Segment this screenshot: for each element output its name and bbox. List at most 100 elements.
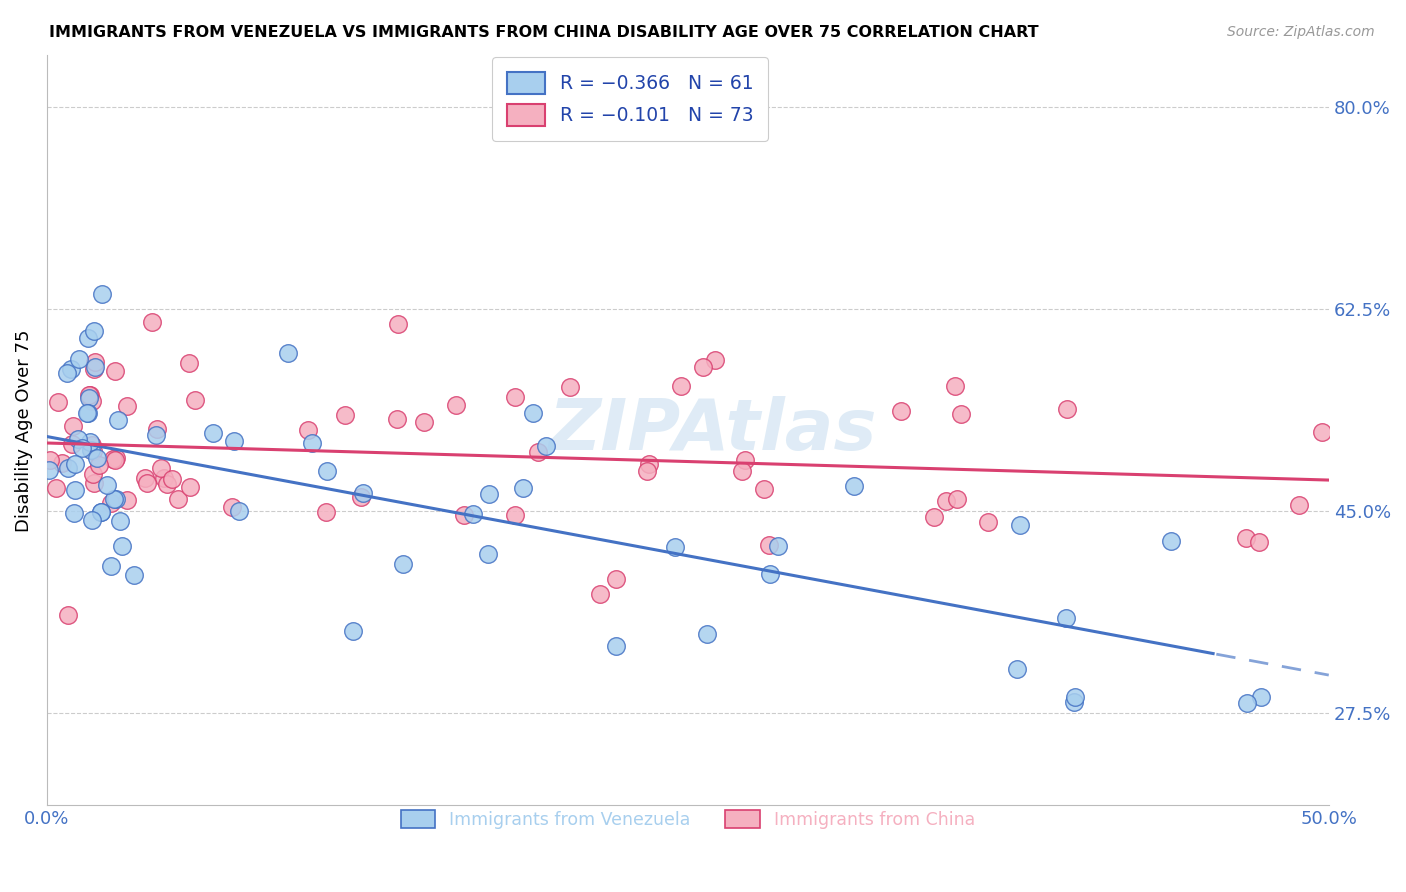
Point — [79, 387, 101, 401]
Y-axis label: Disability Age Over 75: Disability Age Over 75 — [15, 329, 32, 532]
Point — [66, 432, 89, 446]
Point — [1247, 535, 1270, 549]
Point — [80, 393, 103, 408]
Point — [222, 434, 245, 449]
Point — [703, 353, 725, 368]
Point — [1160, 533, 1182, 548]
Point — [444, 398, 467, 412]
Point — [100, 496, 122, 510]
Point — [83, 362, 105, 376]
Point — [70, 441, 93, 455]
Point — [108, 514, 131, 528]
Point — [342, 624, 364, 639]
Point — [67, 351, 90, 366]
Point — [89, 458, 111, 472]
Point — [350, 490, 373, 504]
Point — [103, 491, 125, 506]
Point — [115, 493, 138, 508]
Point — [184, 392, 207, 407]
Point — [522, 407, 544, 421]
Point — [79, 435, 101, 450]
Point — [589, 586, 612, 600]
Point — [461, 507, 484, 521]
Point — [76, 406, 98, 420]
Point — [734, 453, 756, 467]
Point — [77, 391, 100, 405]
Point — [387, 317, 409, 331]
Point — [391, 557, 413, 571]
Point — [79, 388, 101, 402]
Point — [730, 464, 752, 478]
Point — [352, 486, 374, 500]
Point — [890, 404, 912, 418]
Point — [62, 419, 84, 434]
Point — [80, 442, 103, 457]
Point — [90, 287, 112, 301]
Point — [149, 461, 172, 475]
Point — [945, 491, 967, 506]
Point — [51, 456, 73, 470]
Legend: Immigrants from Venezuela, Immigrants from China: Immigrants from Venezuela, Immigrants fr… — [394, 803, 981, 836]
Point — [1250, 690, 1272, 705]
Point — [65, 457, 87, 471]
Point — [145, 427, 167, 442]
Point — [82, 443, 104, 458]
Point — [45, 481, 67, 495]
Point — [1310, 425, 1333, 440]
Point — [605, 572, 627, 586]
Point — [412, 415, 434, 429]
Point — [692, 360, 714, 375]
Point — [453, 508, 475, 523]
Point — [1054, 610, 1077, 624]
Point — [759, 567, 782, 582]
Point — [38, 453, 60, 467]
Point — [636, 465, 658, 479]
Point — [135, 475, 157, 490]
Point — [221, 500, 243, 515]
Point — [605, 640, 627, 654]
Point — [664, 540, 686, 554]
Point — [60, 437, 83, 451]
Point — [83, 324, 105, 338]
Point — [1010, 518, 1032, 533]
Point — [758, 538, 780, 552]
Point — [669, 378, 692, 392]
Text: ZIPAtlas: ZIPAtlas — [550, 396, 877, 465]
Point — [766, 539, 789, 553]
Point — [77, 331, 100, 345]
Point — [315, 505, 337, 519]
Point — [1236, 696, 1258, 710]
Point — [179, 480, 201, 494]
Point — [478, 486, 501, 500]
Point — [104, 451, 127, 466]
Point — [83, 359, 105, 374]
Point — [301, 435, 323, 450]
Point — [55, 366, 77, 380]
Point — [1005, 662, 1028, 676]
Point — [696, 626, 718, 640]
Point — [1234, 531, 1257, 545]
Point — [104, 453, 127, 467]
Point — [62, 506, 84, 520]
Point — [104, 364, 127, 378]
Point — [503, 508, 526, 522]
Point — [145, 422, 167, 436]
Point — [122, 567, 145, 582]
Point — [141, 315, 163, 329]
Point — [110, 539, 132, 553]
Point — [56, 461, 79, 475]
Point — [943, 379, 966, 393]
Point — [80, 513, 103, 527]
Point — [1064, 690, 1087, 705]
Point — [1288, 499, 1310, 513]
Point — [638, 457, 661, 471]
Point — [277, 345, 299, 359]
Point — [1056, 402, 1078, 417]
Point — [86, 451, 108, 466]
Point — [477, 547, 499, 561]
Point — [90, 505, 112, 519]
Point — [96, 478, 118, 492]
Point — [976, 515, 998, 529]
Point — [754, 483, 776, 497]
Point — [84, 354, 107, 368]
